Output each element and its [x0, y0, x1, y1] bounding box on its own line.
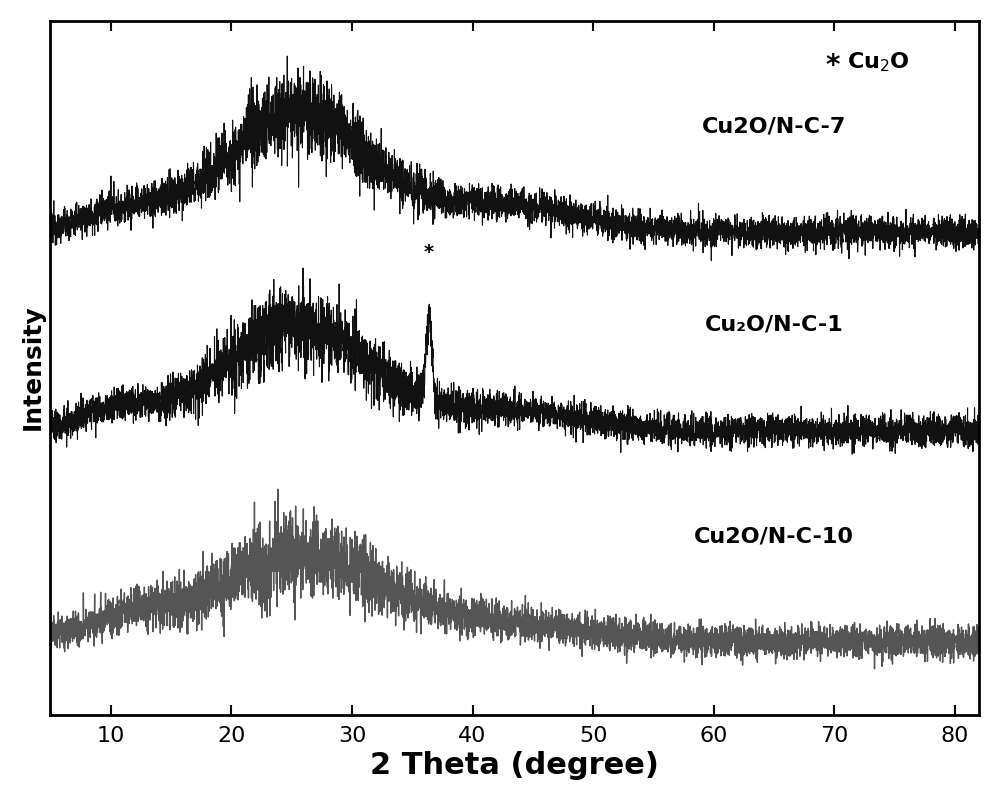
Text: Cu$_2$O: Cu$_2$O — [847, 50, 910, 74]
X-axis label: 2 Theta (degree): 2 Theta (degree) — [370, 751, 659, 780]
Text: Cu2O/N-C-7: Cu2O/N-C-7 — [702, 116, 846, 136]
Y-axis label: Intensity: Intensity — [21, 305, 45, 430]
Text: Cu₂O/N-C-1: Cu₂O/N-C-1 — [705, 315, 843, 335]
Text: *: * — [826, 52, 840, 80]
Text: *: * — [424, 243, 434, 262]
Text: Cu2O/N-C-10: Cu2O/N-C-10 — [694, 526, 854, 546]
